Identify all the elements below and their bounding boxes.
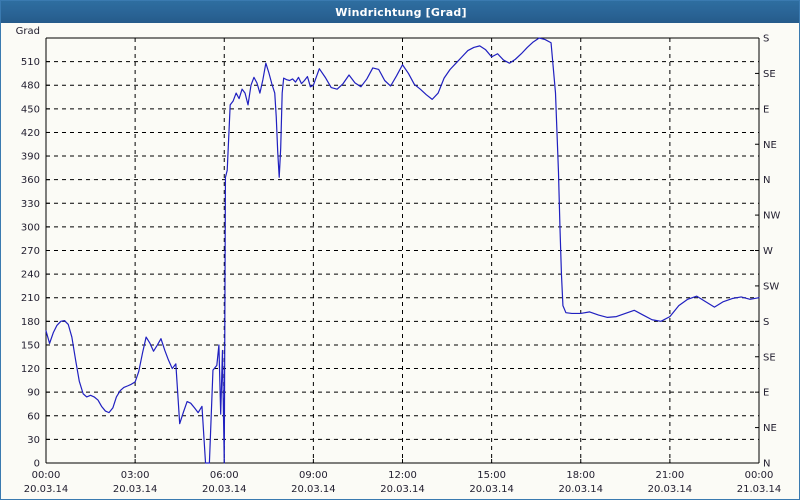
y-tick-label: 330 — [21, 199, 40, 210]
y-tick-label: 450 — [21, 104, 40, 115]
wind-direction-plot: Grad 0 30 60 90 120 150 180 210 240 270 300 330 360 39… — [16, 26, 782, 495]
x-tick-time-label: 15:00 — [477, 470, 506, 481]
y-tick-label: 180 — [21, 317, 40, 328]
x-tick-date-label: 20.03.14 — [558, 484, 603, 495]
x-tick-date-label: 21.03.14 — [737, 484, 782, 495]
series-line-windrichtung — [45, 37, 760, 464]
x-tick-date-label: 20.03.14 — [24, 484, 69, 495]
y2-tick-label: SE — [763, 352, 776, 363]
x-tick-time-label: 00:00 — [745, 470, 774, 481]
y2-tick-label: W — [763, 246, 773, 257]
x-tick-date-label: 20.03.14 — [291, 484, 336, 495]
y-tick-label: 420 — [21, 128, 40, 139]
y-tick-label: 210 — [21, 293, 40, 304]
chart-body: Grad 0 30 60 90 120 150 180 210 240 270 300 330 360 39… — [1, 23, 799, 499]
y2-tick-label: N — [763, 459, 770, 470]
y-tick-label: 0 — [34, 459, 40, 470]
x-tick-date-label: 20.03.14 — [380, 484, 425, 495]
y2-tick-label: NE — [763, 140, 777, 151]
x-tick-date-label: 20.03.14 — [113, 484, 158, 495]
y-tick-label: 480 — [21, 81, 40, 92]
y2-tick-label: NW — [763, 211, 780, 222]
x-tick-date-label: 20.03.14 — [202, 484, 247, 495]
y2-tick-label: S — [763, 34, 769, 45]
x-tick-time-label: 18:00 — [566, 470, 595, 481]
x-tick-time-label: 09:00 — [299, 470, 328, 481]
y-axis-title: Grad — [16, 26, 40, 37]
window-title-bar: Windrichtung [Grad] — [1, 1, 799, 23]
x-tick-time-label: 00:00 — [32, 470, 61, 481]
y-tick-label: 90 — [27, 388, 40, 399]
y-tick-label: 270 — [21, 246, 40, 257]
page-title: Windrichtung [Grad] — [335, 5, 467, 19]
x-tick-date-label: 20.03.14 — [469, 484, 514, 495]
y-tick-label: 150 — [21, 340, 40, 351]
x-tick-time-label: 06:00 — [210, 470, 239, 481]
y-tick-label: 390 — [21, 152, 40, 163]
x-tick-time-label: 21:00 — [655, 470, 684, 481]
y2-tick-label: S — [763, 317, 769, 328]
y-tick-label: 120 — [21, 364, 40, 375]
x-tick-time-label: 12:00 — [388, 470, 417, 481]
y2-tick-label: E — [763, 104, 769, 115]
y-tick-label: 60 — [27, 411, 40, 422]
y-tick-label: 240 — [21, 270, 40, 281]
y-tick-label: 510 — [21, 57, 40, 68]
y2-tick-label: SW — [763, 281, 779, 292]
x-tick-date-label: 20.03.14 — [648, 484, 693, 495]
y2-tick-label: NE — [763, 423, 777, 434]
y2-tick-label: SE — [763, 69, 776, 80]
y-tick-label: 360 — [21, 175, 40, 186]
x-tick-time-label: 03:00 — [121, 470, 150, 481]
y-tick-label: 30 — [27, 435, 40, 446]
y2-tick-label: N — [763, 175, 770, 186]
y-tick-label: 300 — [21, 222, 40, 233]
y2-tick-label: E — [763, 388, 769, 399]
